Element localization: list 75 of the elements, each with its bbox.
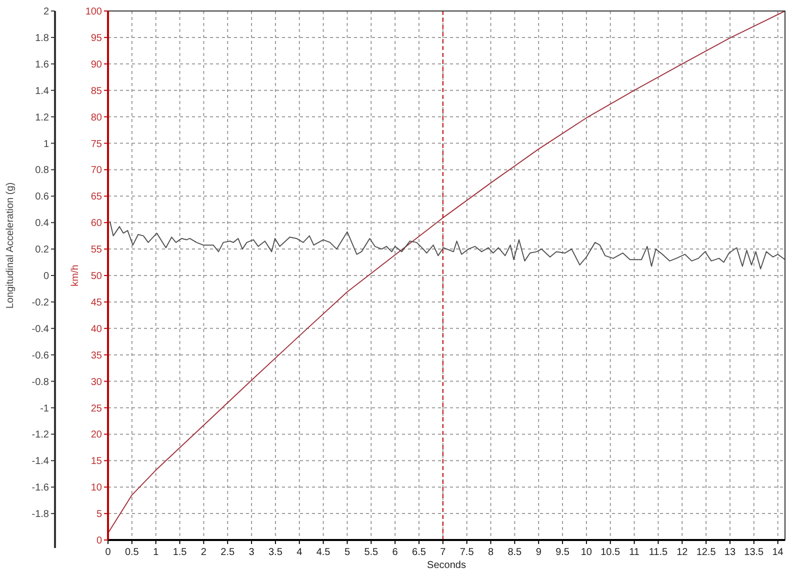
y-tick-label: -1 <box>40 403 50 414</box>
y-tick-label: -1.2 <box>32 430 50 441</box>
y-tick-label: 0.4 <box>35 218 50 230</box>
y2-tick-label: 65 <box>90 192 102 203</box>
y-tick-label: 1.8 <box>35 32 50 44</box>
y2-tick-label: 95 <box>90 32 102 44</box>
y-tick-label: -0.6 <box>32 350 50 362</box>
x-tick-label: 9 <box>536 547 542 558</box>
y2-tick-label: 60 <box>90 218 102 230</box>
y2-tick-label: 10 <box>90 482 102 494</box>
x-tick-label: 6.5 <box>412 547 426 558</box>
x-tick-label: 4.5 <box>316 547 331 558</box>
y2-tick-label: 20 <box>90 430 102 441</box>
x-tick-label: 0.5 <box>124 547 140 558</box>
y2-tick-label: 25 <box>90 403 102 414</box>
x-tick-label: 6 <box>392 547 398 558</box>
y2-tick-label: 35 <box>90 350 102 362</box>
y-tick-label: 1.6 <box>35 59 50 70</box>
y2-axis-title: km/h <box>70 264 81 286</box>
y2-tick-label: 100 <box>85 6 102 18</box>
x-tick-label: 1 <box>153 547 160 558</box>
x-tick-label: 13.5 <box>744 547 764 558</box>
y-tick-label: 1.2 <box>35 112 50 124</box>
x-tick-label: 8 <box>488 547 494 558</box>
x-tick-label: 5.5 <box>364 547 379 558</box>
x-tick-label: 4 <box>296 547 303 558</box>
y-tick-label: -1.6 <box>32 482 50 494</box>
x-tick-label: 0 <box>105 547 112 558</box>
x-tick-label: 13 <box>724 547 736 558</box>
x-tick-label: 12.5 <box>696 547 716 558</box>
x-axis-title: Seconds <box>427 560 466 571</box>
y2-tick-label: 70 <box>90 165 102 176</box>
y2-tick-label: 0 <box>96 536 102 546</box>
y-tick-label: 0.6 <box>35 192 50 203</box>
x-tick-label: 2 <box>200 547 207 558</box>
x-tick-label: 9.5 <box>556 547 570 558</box>
x-tick-label: 2.5 <box>220 547 235 558</box>
line-series <box>109 220 786 270</box>
y2-tick-label: 45 <box>90 297 102 308</box>
y2-tick-label: 5 <box>96 509 102 520</box>
x-tick-label: 3.5 <box>268 547 283 558</box>
y2-tick-label: 15 <box>90 456 102 468</box>
y-tick-label: 2 <box>43 6 50 18</box>
y-tick-label: 0.8 <box>35 165 50 176</box>
x-tick-label: 7.5 <box>460 547 474 558</box>
y-tick-label: 1 <box>43 138 50 150</box>
x-tick-label: 5 <box>344 547 350 558</box>
y2-tick-label: 50 <box>90 271 102 282</box>
y-tick-label: -0.4 <box>32 324 50 335</box>
x-tick-label: 8.5 <box>508 547 522 558</box>
x-tick-label: 7 <box>440 547 446 558</box>
y2-tick-label: 55 <box>90 244 102 256</box>
y-tick-label: -1.4 <box>32 456 50 468</box>
y2-tick-label: 75 <box>90 138 102 150</box>
x-tick-label: 10 <box>580 547 592 558</box>
y2-tick-label: 40 <box>90 324 102 335</box>
x-tick-label: 1.5 <box>172 547 188 558</box>
x-tick-label: 14 <box>772 547 784 558</box>
y-tick-label: -0.8 <box>32 376 50 388</box>
x-tick-label: 10.5 <box>600 547 621 558</box>
y2-tick-label: 90 <box>90 59 102 70</box>
x-tick-label: 11.5 <box>648 547 668 558</box>
line-series <box>108 10 786 534</box>
y-tick-label: -1.8 <box>32 509 50 520</box>
y-tick-label: 1.4 <box>35 86 50 97</box>
y-tick-label: -0.2 <box>32 297 50 308</box>
y-axis-title: Longitudinal Acceleration (g) <box>5 182 16 309</box>
x-tick-label: 11 <box>629 547 640 558</box>
y2-tick-label: 80 <box>90 112 102 124</box>
x-tick-label: 3 <box>248 547 255 558</box>
y-tick-label: 0.2 <box>35 244 50 256</box>
y2-tick-label: 30 <box>90 376 102 388</box>
x-tick-label: 12 <box>676 547 688 558</box>
y2-tick-label: 85 <box>90 86 102 97</box>
y-tick-label: 0 <box>43 271 50 282</box>
